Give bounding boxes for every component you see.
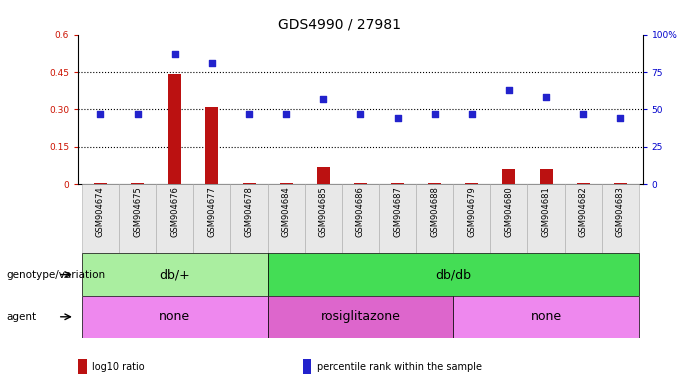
Text: GSM904688: GSM904688 — [430, 186, 439, 237]
Bar — [82, 253, 267, 296]
Text: GSM904679: GSM904679 — [467, 186, 476, 237]
Text: GSM904677: GSM904677 — [207, 186, 216, 237]
Bar — [82, 184, 119, 253]
Bar — [564, 184, 602, 253]
Bar — [193, 184, 231, 253]
Point — [169, 51, 180, 57]
Point — [466, 111, 477, 117]
Bar — [539, 169, 553, 184]
Bar — [490, 184, 528, 253]
Point — [615, 115, 626, 121]
Bar — [168, 74, 182, 184]
Text: none: none — [159, 310, 190, 323]
Point — [503, 87, 514, 93]
Bar — [231, 184, 267, 253]
Text: GSM904675: GSM904675 — [133, 186, 142, 237]
Bar — [379, 184, 416, 253]
Bar — [279, 183, 292, 184]
Point — [392, 115, 403, 121]
Text: GSM904682: GSM904682 — [579, 186, 588, 237]
Text: log10 ratio: log10 ratio — [92, 362, 145, 372]
Text: GSM904684: GSM904684 — [282, 186, 290, 237]
Text: agent: agent — [7, 312, 37, 322]
Bar — [243, 183, 256, 184]
Text: GSM904686: GSM904686 — [356, 186, 365, 237]
Point — [318, 96, 328, 102]
Text: GSM904674: GSM904674 — [96, 186, 105, 237]
Point — [355, 111, 366, 117]
Text: percentile rank within the sample: percentile rank within the sample — [317, 362, 482, 372]
Bar — [94, 183, 107, 184]
Text: GSM904676: GSM904676 — [170, 186, 180, 237]
Text: GSM904687: GSM904687 — [393, 186, 402, 237]
Bar — [156, 184, 193, 253]
Point — [281, 111, 292, 117]
Text: GSM904680: GSM904680 — [505, 186, 513, 237]
Point — [541, 94, 551, 101]
Bar — [416, 184, 454, 253]
Point — [429, 111, 440, 117]
Bar — [119, 184, 156, 253]
Bar — [614, 183, 627, 184]
Bar — [503, 169, 515, 184]
Text: GDS4990 / 27981: GDS4990 / 27981 — [279, 17, 401, 31]
Bar — [602, 184, 639, 253]
Bar — [82, 296, 267, 338]
Text: GSM904685: GSM904685 — [319, 186, 328, 237]
Text: db/+: db/+ — [159, 268, 190, 281]
Bar — [342, 184, 379, 253]
Point — [95, 111, 106, 117]
Bar — [267, 184, 305, 253]
Text: GSM904681: GSM904681 — [541, 186, 551, 237]
Text: GSM904683: GSM904683 — [616, 186, 625, 237]
Bar — [454, 184, 490, 253]
Point — [207, 60, 218, 66]
Text: db/db: db/db — [435, 268, 471, 281]
Text: genotype/variation: genotype/variation — [7, 270, 106, 280]
Bar — [205, 107, 218, 184]
Bar — [131, 183, 144, 184]
Point — [132, 111, 143, 117]
Bar — [428, 183, 441, 184]
Bar — [354, 183, 367, 184]
Bar — [267, 253, 639, 296]
Text: none: none — [530, 310, 562, 323]
Bar — [267, 296, 454, 338]
Bar — [391, 183, 404, 184]
Point — [243, 111, 254, 117]
Text: GSM904678: GSM904678 — [245, 186, 254, 237]
Bar — [528, 184, 564, 253]
Bar — [454, 296, 639, 338]
Bar — [465, 183, 478, 184]
Bar — [305, 184, 342, 253]
Point — [578, 111, 589, 117]
Bar — [317, 167, 330, 184]
Bar — [577, 183, 590, 184]
Text: rosiglitazone: rosiglitazone — [320, 310, 401, 323]
